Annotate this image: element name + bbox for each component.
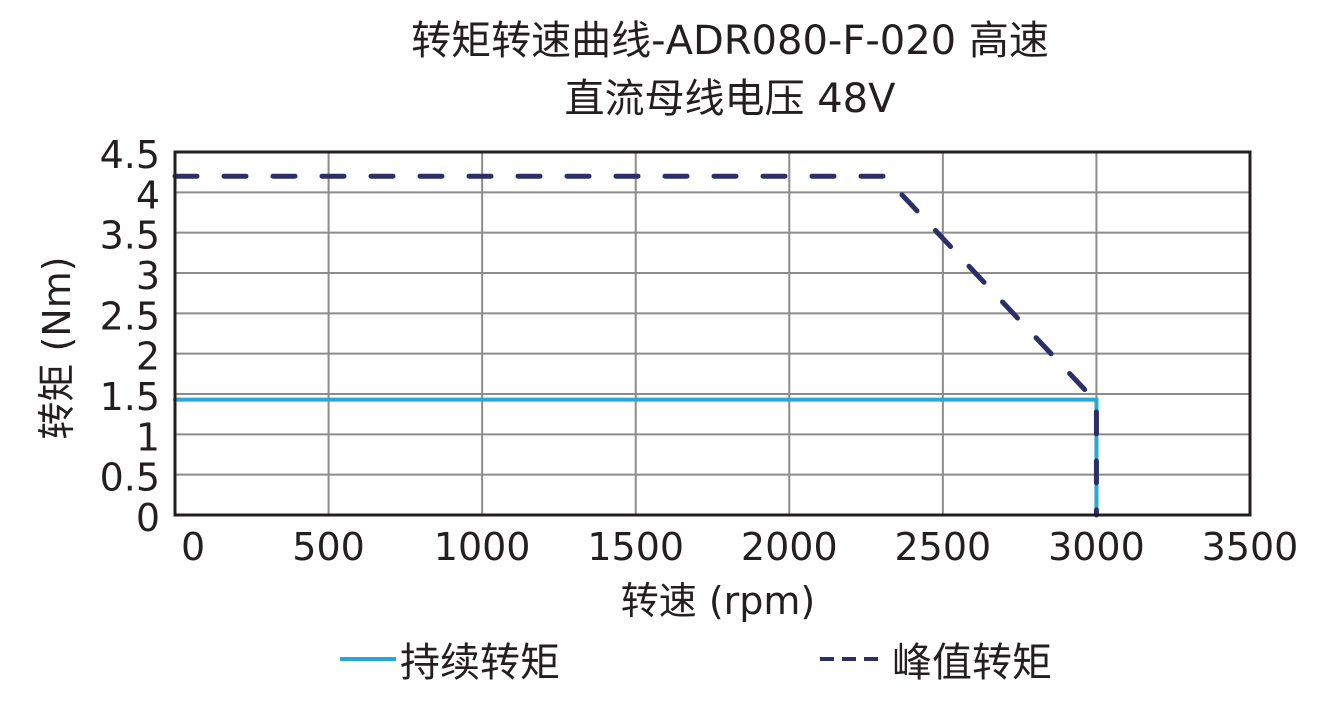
grid-lines [174, 151, 1251, 516]
y-tick-labels: 00.511.522.533.544.5 [100, 133, 160, 540]
legend-item-peak: 峰值转矩 [820, 630, 1052, 688]
x-tick-label: 1500 [587, 525, 684, 569]
x-axis-label: 转速 (rpm) [621, 579, 816, 623]
y-tick-label: 3.5 [100, 214, 160, 258]
y-axis-label: 转矩 (Nm) [35, 256, 79, 439]
chart-title-line2: 直流母线电压 48V [564, 76, 896, 122]
chart-title-line1: 转矩转速曲线-ADR080-F-020 高速 [411, 18, 1049, 64]
y-tick-label: 1 [136, 415, 160, 459]
x-tick-label: 1000 [434, 525, 531, 569]
y-tick-label: 4 [136, 173, 160, 217]
y-tick-label: 0 [136, 496, 160, 540]
x-tick-label: 0 [181, 525, 205, 569]
y-tick-label: 2 [136, 335, 160, 379]
y-tick-label: 2.5 [100, 294, 160, 338]
legend-dashed-line-icon [820, 657, 878, 661]
legend-solid-line-icon [340, 657, 396, 661]
y-tick-label: 3 [136, 254, 160, 298]
legend-item-continuous: 持续转矩 [340, 630, 560, 688]
plot-frame [173, 150, 1252, 517]
x-tick-labels: 0 500 1000 1500 2000 2500 3000 3500 [181, 525, 1298, 569]
x-tick-label: 3500 [1202, 525, 1299, 569]
x-tick-label: 2500 [894, 525, 991, 569]
x-tick-label: 3000 [1048, 525, 1145, 569]
legend-label-peak: 峰值转矩 [892, 640, 1052, 686]
x-tick-label: 500 [292, 525, 365, 569]
y-tick-label: 1.5 [100, 375, 160, 419]
y-tick-label: 4.5 [100, 133, 160, 177]
peak-torque-line [172, 173, 1099, 518]
legend-label-continuous: 持续转矩 [400, 640, 560, 686]
data-series [172, 173, 1099, 518]
y-tick-label: 0.5 [100, 456, 160, 500]
x-tick-label: 2000 [741, 525, 838, 569]
